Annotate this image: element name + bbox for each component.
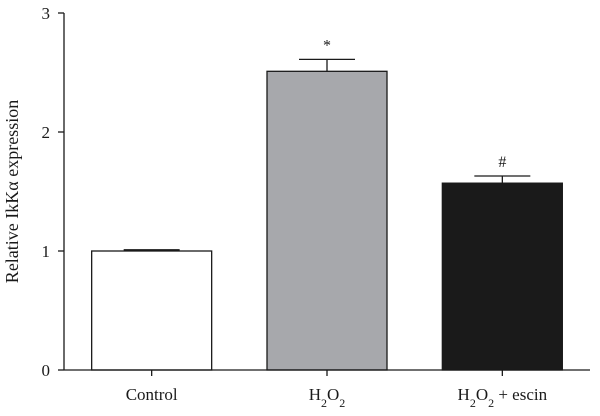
y-tick-label: 1 bbox=[42, 242, 51, 261]
y-tick-label: 0 bbox=[42, 361, 51, 380]
bar bbox=[441, 182, 563, 371]
annotations-group: *# bbox=[323, 37, 506, 171]
category-label: H2O2 bbox=[309, 385, 346, 410]
category-label: Control bbox=[126, 385, 178, 404]
y-axis-label: Relative IkKα expression bbox=[2, 100, 22, 283]
y-ticks-group: 0 1 2 3 bbox=[42, 4, 64, 380]
significance-marker: # bbox=[498, 154, 506, 171]
y-tick-label: 3 bbox=[42, 4, 51, 23]
x-labels-group: Control H2O2 H2O2 + escin bbox=[126, 370, 548, 410]
error-bars-group bbox=[123, 58, 531, 251]
category-label: H2O2 + escin bbox=[458, 385, 548, 410]
y-tick-label: 2 bbox=[42, 123, 51, 142]
bars-group bbox=[91, 70, 563, 371]
bar bbox=[91, 250, 213, 371]
significance-marker: * bbox=[323, 37, 331, 54]
bar bbox=[266, 70, 388, 371]
